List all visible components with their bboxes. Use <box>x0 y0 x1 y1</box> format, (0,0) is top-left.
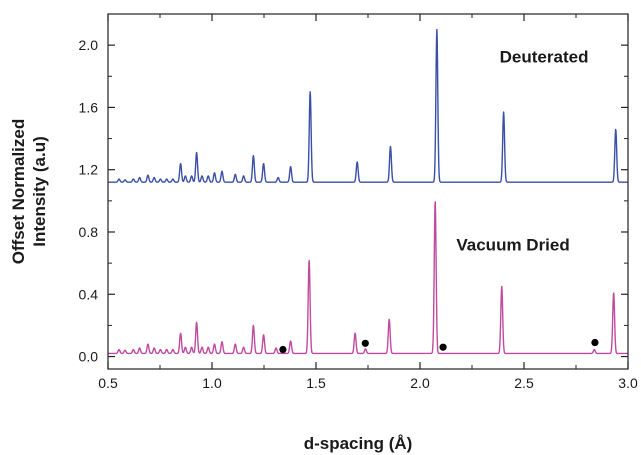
y-tick-label: 0.8 <box>79 224 99 240</box>
y-axis-title-line: Intensity (a.u) <box>30 136 49 247</box>
x-tick-label: 2.0 <box>410 375 430 391</box>
plot-frame <box>107 13 629 370</box>
impurity-marker <box>439 343 447 351</box>
impurity-marker <box>279 345 287 354</box>
y-axis-title: Offset Normalized Intensity (a.u) <box>9 119 49 264</box>
x-tick-label: 1.0 <box>202 375 222 391</box>
series-label-layer: Deuterated Vacuum Dried <box>456 47 588 254</box>
series-line-vacuum-dried <box>107 201 629 355</box>
impurity-marker <box>591 338 599 347</box>
y-tick-label: 0.0 <box>79 349 99 365</box>
marker-layer <box>279 338 599 354</box>
x-axis-title: d-spacing (Å) <box>304 434 413 453</box>
x-tick-label: 0.5 <box>98 375 118 391</box>
x-tick-label: 3.0 <box>618 375 638 391</box>
x-tick-label: 2.5 <box>514 375 534 391</box>
y-tick-label: 0.4 <box>79 286 99 302</box>
x-tick-label: 1.5 <box>306 375 326 391</box>
series-layer <box>107 28 629 355</box>
series-label: Vacuum Dried <box>456 236 569 255</box>
y-tick-label: 1.6 <box>79 99 99 115</box>
y-tick-label: 2.0 <box>79 37 99 53</box>
axes: 0.5 1.0 1.5 2.0 2.5 3.0 0.0 0.4 0.8 1.2 1.6 2.0 d-sp… <box>9 13 638 453</box>
series-label: Deuterated <box>500 47 589 66</box>
y-tick-label: 1.2 <box>79 162 99 178</box>
y-axis-title-line: Offset Normalized <box>9 119 28 264</box>
impurity-marker <box>361 339 369 347</box>
series-line-deuterated <box>107 28 629 183</box>
